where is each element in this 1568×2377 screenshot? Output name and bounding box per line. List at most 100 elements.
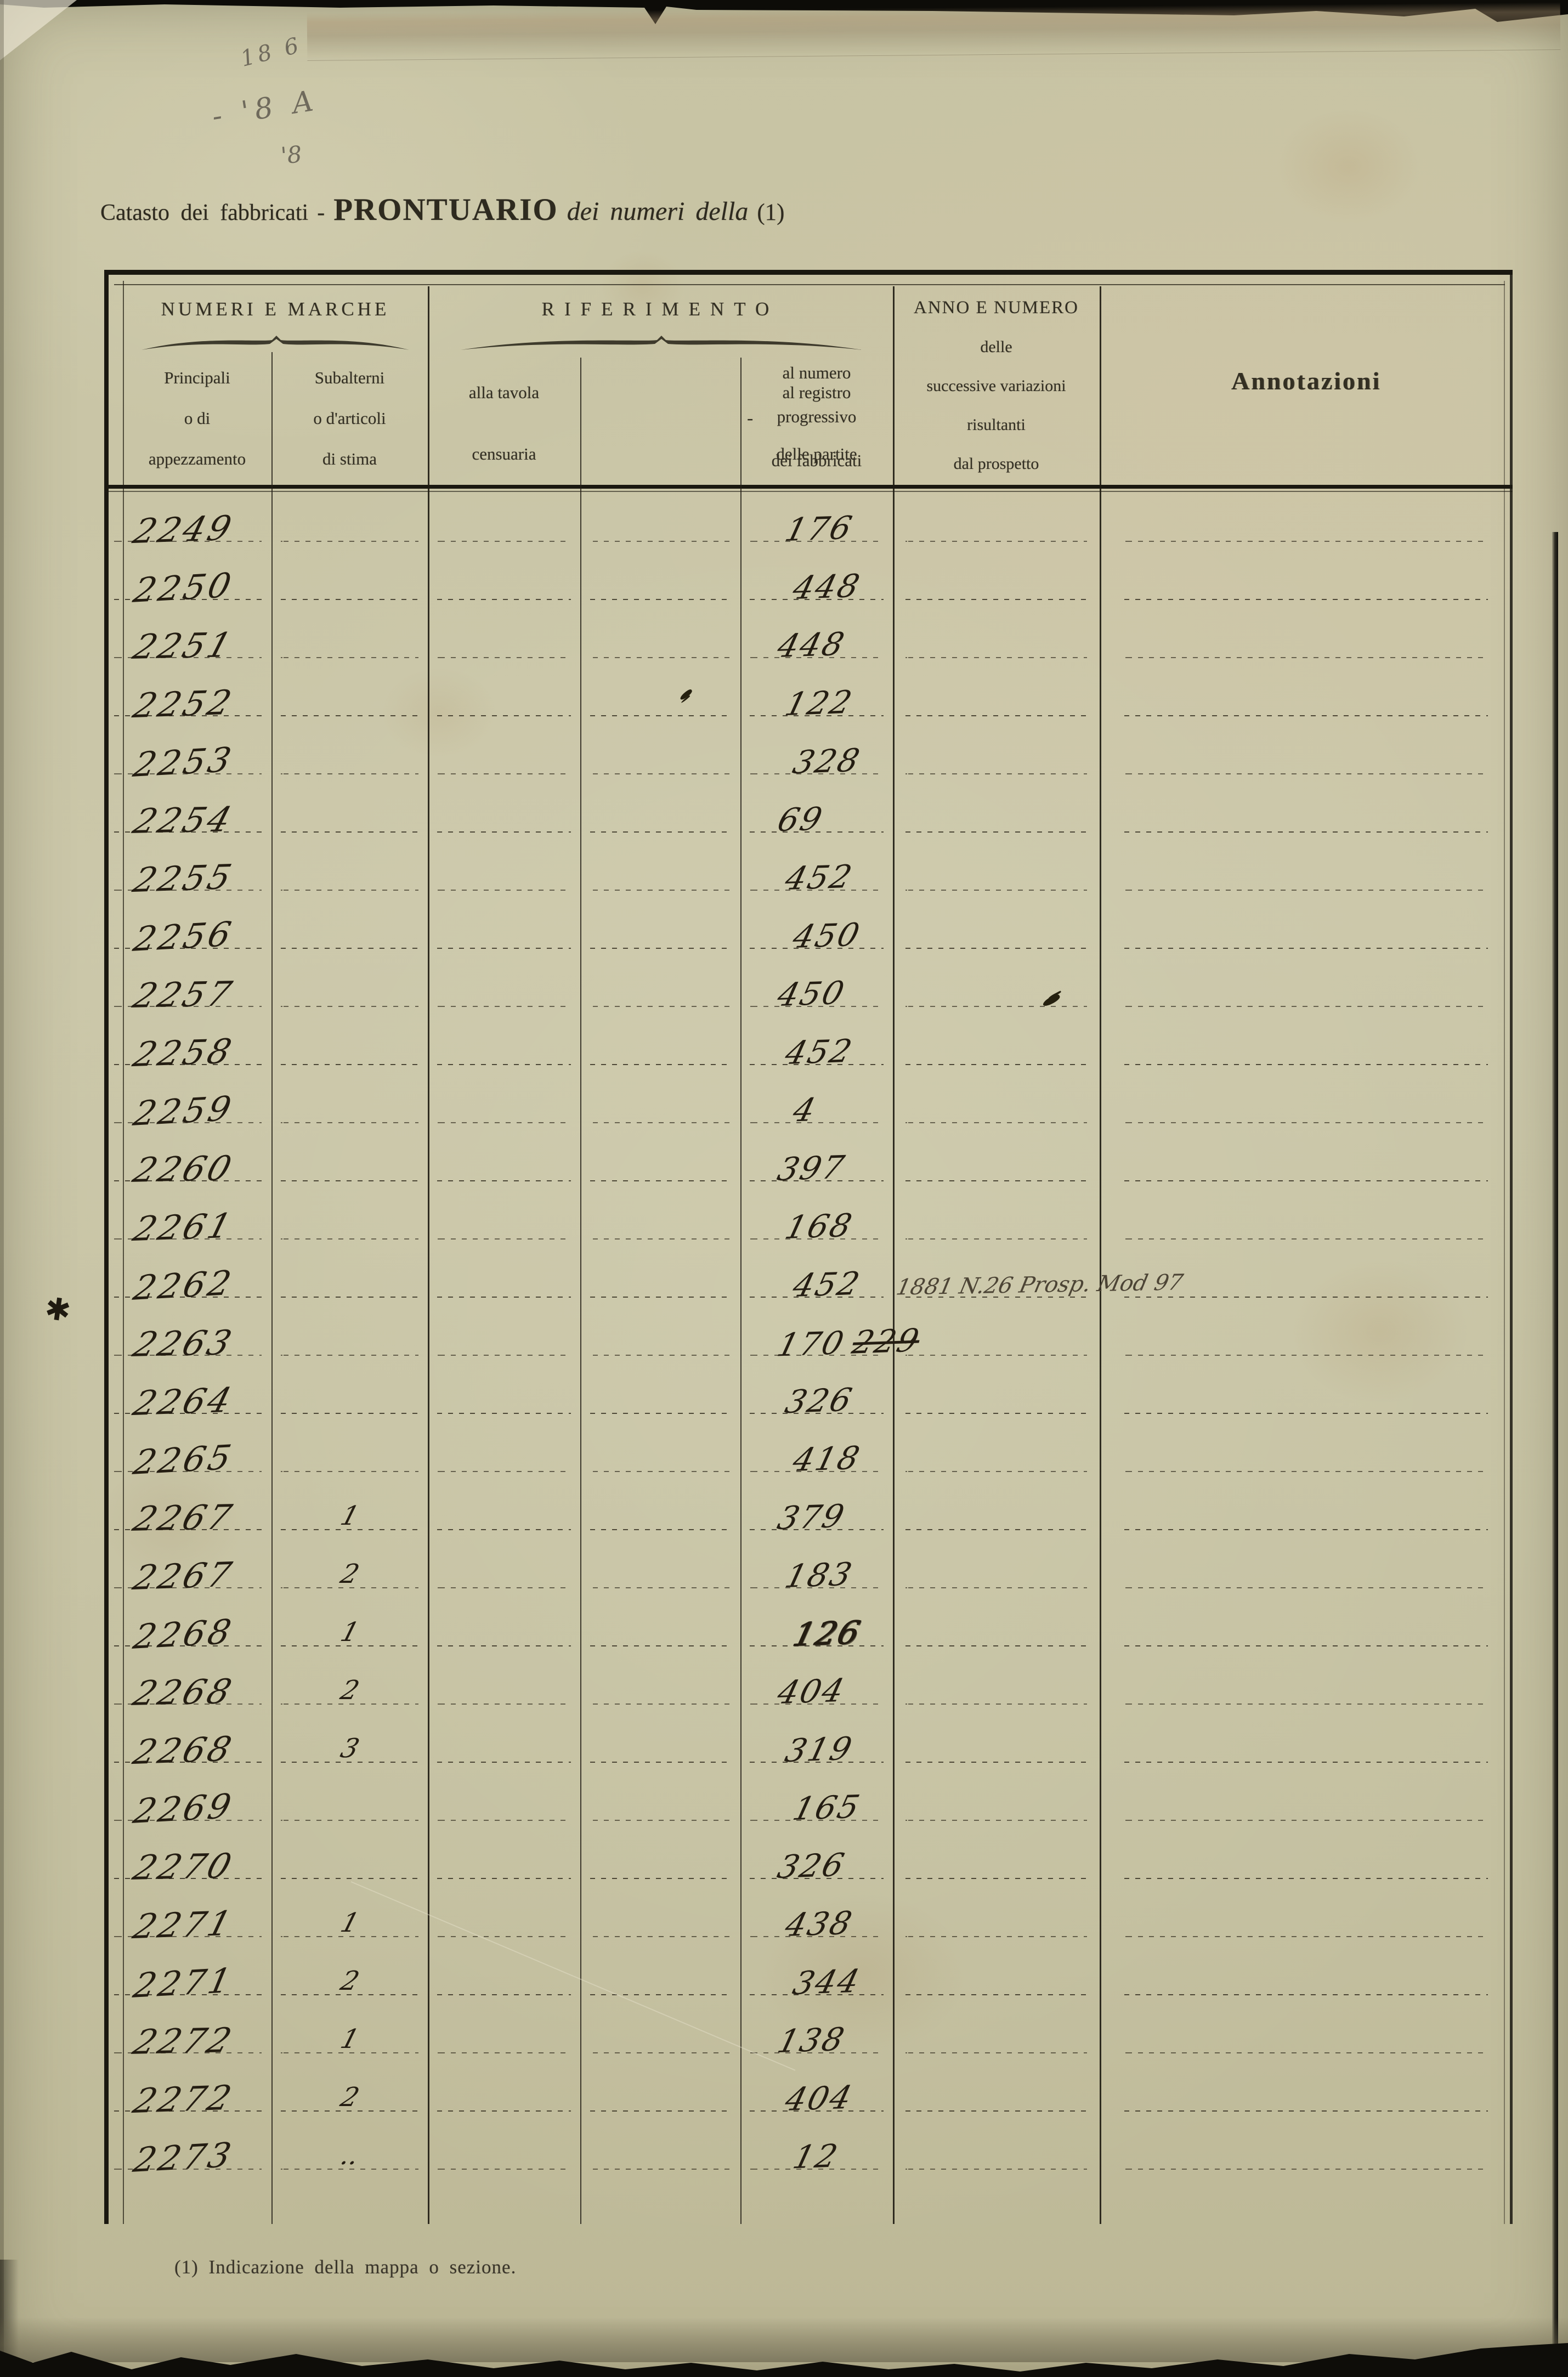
registro-value: 12 <box>789 2137 843 2176</box>
title-italic: dei numeri della <box>567 197 749 226</box>
cell-col4 <box>580 1655 740 1713</box>
ruled-line <box>905 2169 1088 2170</box>
cell-col3 <box>428 1132 580 1190</box>
cell-col5: 379 <box>740 1481 893 1539</box>
table-row: 2262 452 1881 N.26 Prosp. Mod 97 <box>104 1248 1513 1308</box>
cell-col3 <box>428 725 580 783</box>
ruled-line <box>437 2110 571 2112</box>
cell-col6 <box>893 725 1100 783</box>
ruled-line <box>905 1413 1088 1414</box>
cell-col3 <box>428 551 580 609</box>
registro-value: 450 <box>789 915 865 956</box>
ruled-line <box>749 948 884 949</box>
scan-edge-right <box>1552 532 1558 2377</box>
cell-col3 <box>428 1016 580 1074</box>
cell-col7 <box>1100 725 1513 783</box>
subalterno-value: 2 <box>337 1966 363 1996</box>
subalterno-value: 2 <box>337 1675 363 1706</box>
ruled-line <box>114 715 262 716</box>
ruled-line <box>437 541 571 542</box>
cell-col7 <box>1100 841 1513 899</box>
ruled-line <box>905 715 1088 716</box>
principale-value: 2265 <box>130 1437 237 1482</box>
cell-col7 <box>1100 1713 1513 1772</box>
ruled-line <box>905 1994 1088 1995</box>
ruled-line <box>114 1413 262 1414</box>
cell-col5: 404 <box>740 2062 893 2120</box>
cell-col1: 2265 <box>104 1423 271 1482</box>
ruled-line <box>114 599 262 600</box>
ruled-line <box>905 1820 1088 1821</box>
cell-col5: 448 <box>740 609 893 667</box>
ruled-line <box>114 1471 262 1472</box>
table-body: 2249 176 2250 448 2251 448 2252 122 2253 328 2254 6… <box>104 493 1513 2224</box>
ruled-line <box>905 1122 1088 1123</box>
table-row: 2268 2 404 <box>104 1655 1513 1713</box>
principale-value: 2254 <box>128 799 239 841</box>
table-row: 2251 448 <box>104 609 1513 667</box>
ruled-line <box>590 1820 731 1821</box>
ruled-line <box>1124 1006 1488 1007</box>
cell-col2 <box>271 725 428 783</box>
cell-col2 <box>271 1423 428 1481</box>
cell-col4 <box>580 1597 740 1655</box>
cell-col4 <box>580 1423 740 1481</box>
ruled-line <box>749 1529 884 1530</box>
ruled-line <box>749 831 884 833</box>
ruled-line <box>281 1878 418 1879</box>
cell-col7 <box>1100 1830 1513 1888</box>
table-row: 2272 2 404 <box>104 2062 1513 2121</box>
ruled-line <box>590 1878 731 1879</box>
principale-value: 2271 <box>129 1903 239 1947</box>
ruled-line <box>1124 1297 1488 1298</box>
ruled-line <box>749 1064 884 1065</box>
ruled-line <box>114 2169 262 2170</box>
column-group-riferimento: RIFERIMENTO <box>541 298 779 320</box>
ruled-line <box>749 657 884 658</box>
cell-col2 <box>271 783 428 841</box>
ruled-line <box>114 831 262 833</box>
registro-value: 319 <box>781 1729 857 1770</box>
ruled-line <box>749 1122 884 1123</box>
ruled-line <box>281 1238 418 1240</box>
cell-col5: 438 <box>740 1888 893 1946</box>
table-row: 2252 122 <box>104 667 1513 726</box>
ruled-line <box>114 1762 262 1763</box>
ruled-line <box>905 541 1088 542</box>
registro-value: 452 <box>789 1264 865 1305</box>
principale-value: 2257 <box>128 974 239 1016</box>
ruled-line <box>281 715 418 716</box>
ruled-line <box>281 1762 418 1763</box>
ruled-line <box>1124 1238 1488 1240</box>
ruled-line <box>437 715 571 716</box>
cell-col3 <box>428 2062 580 2120</box>
ruled-line <box>749 1471 884 1472</box>
ruled-line <box>1124 890 1488 891</box>
ruled-line <box>281 1180 418 1181</box>
cell-col5: 168 <box>740 1190 893 1248</box>
cell-col4 <box>580 1074 740 1132</box>
table-row: 2258 452 <box>104 1016 1513 1074</box>
cell-col4 <box>580 841 740 899</box>
principale-value: 2251 <box>128 625 239 667</box>
registro-value: 448 <box>789 567 865 607</box>
ruled-line <box>1124 715 1488 716</box>
subalterno-value: 3 <box>337 1733 363 1764</box>
ruled-line <box>437 1355 571 1356</box>
ruled-line <box>905 1878 1088 1879</box>
cell-col6 <box>893 1132 1100 1190</box>
ruled-line <box>281 1297 418 1298</box>
ruled-line <box>1124 1936 1488 1937</box>
ruled-line <box>281 599 418 600</box>
cell-col5: 450 <box>740 899 893 958</box>
cell-col2 <box>271 667 428 725</box>
ruled-line <box>590 2169 731 2170</box>
ruled-line <box>281 541 418 542</box>
cell-col1: 2267 <box>104 1481 271 1539</box>
cell-col6 <box>893 1074 1100 1132</box>
cell-col5: 418 <box>740 1423 893 1481</box>
cell-col6 <box>893 2004 1100 2062</box>
ruled-line <box>749 1936 884 1937</box>
registro-value: 452 <box>781 857 857 898</box>
